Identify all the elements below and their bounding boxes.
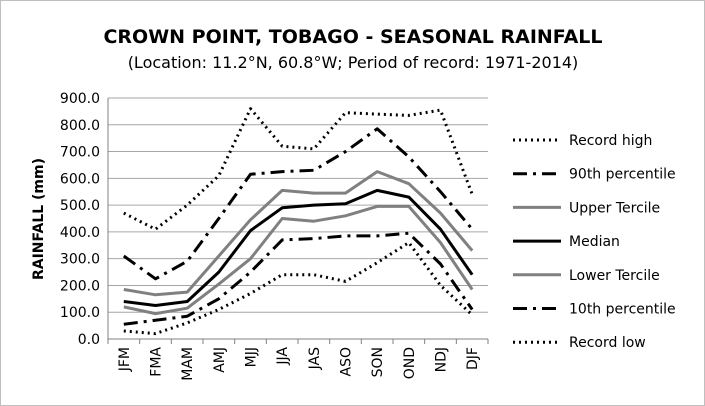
x-tick-label: AMJ: [212, 347, 228, 373]
axes: 0.0 100.0 200.0 300.0 400.0 500.0 600.0 700.0 80…: [60, 91, 489, 381]
series-lines: [122, 107, 474, 336]
y-tick-label: 600.0: [60, 171, 100, 187]
x-tick-label: OND: [402, 347, 418, 379]
x-tick-label: ASO: [339, 347, 355, 376]
series-line-median: [123, 188, 474, 307]
series-line-record-high: [123, 107, 474, 231]
y-tick-label: 200.0: [60, 278, 100, 294]
series-line-record-low: [123, 241, 474, 336]
legend-label: Record low: [569, 335, 646, 351]
y-axis-label: RAINFALL (mm): [31, 158, 47, 280]
legend: Record high 90th percentile Upper Tercile M…: [513, 133, 676, 351]
y-tick-label: 800.0: [60, 118, 100, 134]
legend-label: 10th percentile: [569, 302, 676, 318]
series-line-upper-tercile: [123, 170, 474, 297]
y-tick-label: 400.0: [60, 225, 100, 241]
y-tick-label: 500.0: [60, 198, 100, 214]
series-line-10th-percentile: [123, 231, 474, 326]
x-tick-label: JAS: [307, 347, 323, 370]
legend-label: Median: [569, 234, 620, 250]
y-tick-label: 300.0: [60, 252, 100, 268]
chart-title: CROWN POINT, TOBAGO - SEASONAL RAINFALL: [103, 26, 602, 48]
y-tick-label: 100.0: [60, 305, 100, 321]
x-tick-label: DJF: [465, 347, 481, 370]
x-tick-label: SON: [370, 347, 386, 377]
x-tick-label: FMA: [149, 347, 165, 377]
y-tick-label: 900.0: [60, 91, 100, 107]
x-tick-label: MAM: [180, 347, 196, 381]
legend-label: 90th percentile: [569, 167, 676, 183]
series-line-lower-tercile: [123, 204, 474, 316]
x-tick-label: MJJ: [244, 347, 260, 367]
series-line-90th-percentile: [122, 127, 474, 281]
x-tick-label: JFM: [117, 347, 133, 372]
x-tick-label: JJA: [275, 347, 291, 366]
legend-label: Lower Tercile: [569, 268, 660, 284]
y-tick-label: 700.0: [60, 145, 100, 161]
x-tick-label: NDJ: [434, 347, 450, 372]
legend-label: Record high: [569, 133, 652, 149]
chart-subtitle: (Location: 11.2°N, 60.8°W; Period of rec…: [128, 53, 579, 72]
y-tick-label: 0.0: [78, 332, 100, 348]
legend-label: Upper Tercile: [569, 200, 660, 216]
